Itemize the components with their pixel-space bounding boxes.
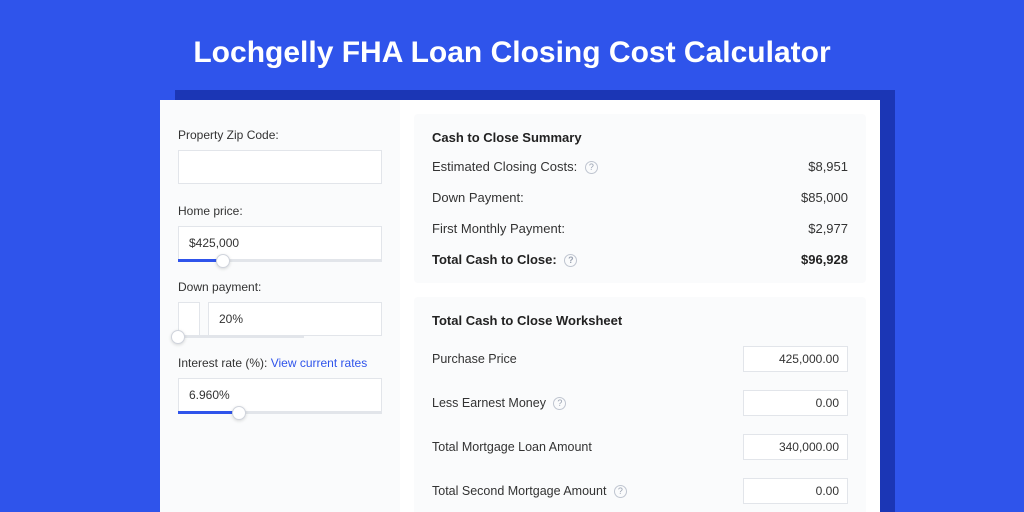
home-price-field: Home price: (178, 204, 382, 260)
interest-input[interactable] (178, 378, 382, 412)
page-title: Lochgelly FHA Loan Closing Cost Calculat… (0, 36, 1024, 70)
zip-field: Property Zip Code: (178, 128, 382, 184)
interest-label: Interest rate (%): (178, 356, 267, 370)
summary-label: Down Payment: (432, 190, 524, 205)
down-payment-label: Down payment: (178, 280, 382, 294)
summary-row-closing-costs: Estimated Closing Costs: ? $8,951 (432, 159, 848, 174)
down-payment-row (178, 302, 382, 336)
ws-row-earnest-money: Less Earnest Money ? (432, 390, 848, 416)
down-payment-slider-thumb[interactable] (171, 330, 185, 344)
summary-label: Estimated Closing Costs: ? (432, 159, 598, 174)
summary-title: Cash to Close Summary (432, 130, 848, 145)
summary-row-down-payment: Down Payment: $85,000 (432, 190, 848, 205)
calculator-card: Property Zip Code: Home price: Down paym… (160, 100, 880, 512)
interest-slider-thumb[interactable] (232, 406, 246, 420)
results-panel: Cash to Close Summary Estimated Closing … (400, 100, 880, 512)
interest-slider-row (178, 378, 382, 412)
home-price-slider-thumb[interactable] (216, 254, 230, 268)
worksheet-box: Total Cash to Close Worksheet Purchase P… (414, 297, 866, 512)
ws-label: Purchase Price (432, 352, 517, 366)
summary-value: $85,000 (801, 190, 848, 205)
ws-value-input[interactable] (743, 478, 848, 504)
worksheet-title: Total Cash to Close Worksheet (432, 313, 848, 328)
ws-value-input[interactable] (743, 390, 848, 416)
ws-row-purchase-price: Purchase Price (432, 346, 848, 372)
home-price-input[interactable] (178, 226, 382, 260)
summary-box: Cash to Close Summary Estimated Closing … (414, 114, 866, 283)
summary-value: $2,977 (808, 221, 848, 236)
summary-label-text: Estimated Closing Costs: (432, 159, 577, 174)
help-icon[interactable]: ? (553, 397, 566, 410)
ws-label-text: Total Second Mortgage Amount (432, 484, 606, 498)
ws-row-mortgage-amount: Total Mortgage Loan Amount (432, 434, 848, 460)
summary-row-first-monthly: First Monthly Payment: $2,977 (432, 221, 848, 236)
ws-label: Less Earnest Money ? (432, 396, 566, 410)
help-icon[interactable]: ? (585, 161, 598, 174)
help-icon[interactable]: ? (614, 485, 627, 498)
zip-label: Property Zip Code: (178, 128, 382, 142)
view-rates-link[interactable]: View current rates (271, 356, 368, 370)
home-price-slider-row (178, 226, 382, 260)
ws-value-input[interactable] (743, 434, 848, 460)
ws-label-text: Less Earnest Money (432, 396, 546, 410)
interest-slider-fill (178, 411, 239, 414)
home-price-label: Home price: (178, 204, 382, 218)
ws-label: Total Second Mortgage Amount ? (432, 484, 627, 498)
summary-value: $96,928 (801, 252, 848, 267)
help-icon[interactable]: ? (564, 254, 577, 267)
summary-label-text: Total Cash to Close: (432, 252, 557, 267)
summary-row-total: Total Cash to Close: ? $96,928 (432, 252, 848, 267)
ws-value-input[interactable] (743, 346, 848, 372)
inputs-panel: Property Zip Code: Home price: Down paym… (160, 100, 400, 512)
summary-value: $8,951 (808, 159, 848, 174)
summary-label: Total Cash to Close: ? (432, 252, 577, 267)
down-payment-pct-input[interactable] (208, 302, 382, 336)
interest-field: Interest rate (%): View current rates (178, 356, 382, 412)
summary-label: First Monthly Payment: (432, 221, 565, 236)
ws-label: Total Mortgage Loan Amount (432, 440, 592, 454)
down-payment-slider-track[interactable] (178, 335, 304, 338)
down-payment-field: Down payment: (178, 280, 382, 336)
interest-label-row: Interest rate (%): View current rates (178, 356, 382, 370)
zip-input[interactable] (178, 150, 382, 184)
ws-row-second-mortgage: Total Second Mortgage Amount ? (432, 478, 848, 504)
